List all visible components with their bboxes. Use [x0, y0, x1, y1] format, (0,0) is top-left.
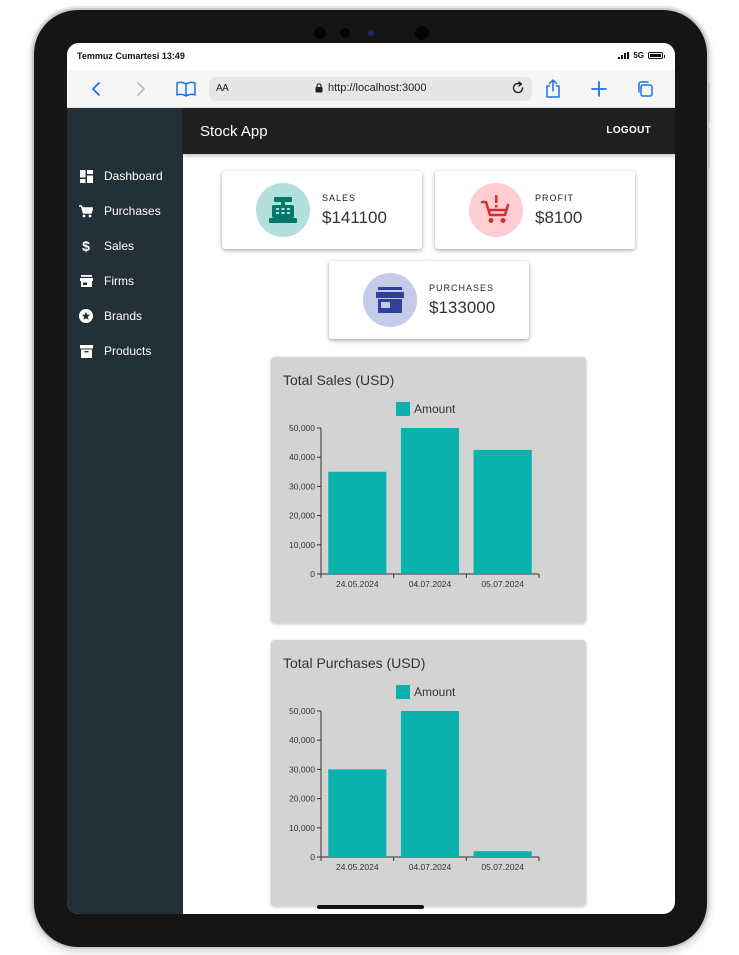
star-badge-icon	[79, 309, 93, 323]
dashboard-icon	[79, 169, 93, 183]
sidebar-item-sales[interactable]: $ Sales	[67, 231, 183, 261]
sales-value: $141100	[322, 208, 387, 227]
cart-icon	[79, 204, 93, 218]
volume-down-button	[707, 128, 710, 168]
chart-title: Total Purchases (USD)	[283, 655, 426, 671]
y-tick-label: 40,000	[289, 735, 315, 745]
bar	[400, 428, 460, 574]
bar	[328, 471, 387, 574]
battery-icon	[648, 52, 665, 59]
sales-label: SALES	[322, 193, 357, 203]
inventory-icon	[79, 344, 93, 358]
new-tab-icon[interactable]	[588, 78, 610, 100]
bar	[328, 769, 387, 857]
signal-icon	[618, 52, 630, 59]
profit-card: PROFIT $8100	[435, 171, 635, 249]
sales-chart-card: Total Sales (USD) Amount 0 10,000 20,000 30,…	[271, 357, 586, 623]
sidebar-item-dashboard[interactable]: Dashboard	[67, 161, 183, 191]
volume-up-button	[707, 82, 710, 122]
x-tick-label: 05.07.2024	[481, 579, 524, 589]
camera-sensor	[314, 27, 326, 39]
x-tick-label: 24.05.2024	[336, 579, 379, 589]
y-tick-label: 40,000	[289, 452, 315, 462]
x-tick-label: 04.07.2024	[409, 579, 452, 589]
sidebar-item-label: Brands	[104, 309, 143, 323]
y-tick-label: 20,000	[289, 794, 315, 804]
status-time: Temmuz Cumartesi 13:49	[77, 51, 185, 61]
chart-title: Total Sales (USD)	[283, 372, 395, 388]
y-tick-label: 10,000	[289, 540, 315, 550]
legend-label: Amount	[414, 402, 456, 416]
purchases-value: $133000	[429, 298, 496, 317]
dollar-icon: $	[82, 238, 90, 254]
logout-button[interactable]: LOGOUT	[606, 125, 651, 136]
profit-value: $8100	[535, 208, 583, 227]
y-tick-label: 50,000	[289, 706, 315, 716]
browser-toolbar: AA http://localhost:3000	[67, 70, 675, 108]
legend-swatch	[396, 685, 410, 699]
store-icon	[79, 274, 93, 288]
sidebar-item-products[interactable]: Products	[67, 336, 183, 366]
legend-swatch	[396, 402, 410, 416]
address-bar[interactable]: AA http://localhost:3000	[209, 77, 532, 101]
legend-label: Amount	[414, 685, 456, 699]
sidebar-item-firms[interactable]: Firms	[67, 266, 183, 296]
sidebar-item-label: Dashboard	[104, 169, 163, 183]
purchases-label: PURCHASES	[429, 283, 495, 293]
bar	[473, 449, 532, 574]
status-indicators: 5G	[618, 51, 665, 60]
y-tick-label: 50,000	[289, 423, 315, 433]
reload-icon[interactable]	[510, 80, 526, 101]
camera-sensor	[340, 28, 350, 38]
sales-bar-chart: Amount 0 10,000 20,000 30,000 40,000 50,000 24.…	[289, 402, 540, 589]
purchases-bar-chart: Amount 0 10,000 20,000 30,000 40,000 50,000 24.…	[289, 685, 540, 872]
x-tick-label: 04.07.2024	[409, 862, 452, 872]
y-tick-label: 0	[310, 852, 315, 862]
cash-register-icon	[256, 183, 310, 237]
tabs-icon[interactable]	[634, 78, 656, 100]
purchases-card: PURCHASES $133000	[329, 261, 529, 339]
y-tick-label: 10,000	[289, 823, 315, 833]
sidebar-item-label: Firms	[104, 274, 134, 288]
network-label: 5G	[633, 51, 644, 60]
forward-icon[interactable]	[130, 78, 152, 100]
x-tick-label: 24.05.2024	[336, 862, 379, 872]
home-indicator	[317, 905, 424, 909]
sidebar-item-label: Sales	[104, 239, 135, 253]
y-tick-label: 30,000	[289, 481, 315, 491]
app-bar: Stock App LOGOUT	[183, 108, 675, 154]
cart-alert-icon	[469, 183, 523, 237]
bar	[473, 851, 532, 857]
camera-lens	[368, 30, 374, 36]
sales-card: SALES $141100	[222, 171, 422, 249]
camera-sensor	[415, 26, 429, 40]
lock-icon	[315, 83, 323, 93]
y-tick-label: 0	[310, 569, 315, 579]
bar	[400, 711, 460, 857]
bookmarks-icon[interactable]	[175, 78, 197, 100]
url-text: http://localhost:3000	[328, 82, 427, 94]
sidebar: Dashboard Purchases $ Sales Firms Brands	[67, 108, 183, 914]
sidebar-item-brands[interactable]: Brands	[67, 301, 183, 331]
screen: Temmuz Cumartesi 13:49 5G AA http://loca…	[67, 43, 675, 914]
sidebar-item-purchases[interactable]: Purchases	[67, 196, 183, 226]
storefront-icon	[363, 273, 417, 327]
sidebar-item-label: Products	[104, 344, 152, 358]
back-icon[interactable]	[85, 78, 107, 100]
profit-label: PROFIT	[535, 193, 574, 203]
x-tick-label: 05.07.2024	[481, 862, 524, 872]
url-display: http://localhost:3000	[315, 82, 426, 94]
y-tick-label: 20,000	[289, 511, 315, 521]
purchases-chart-card: Total Purchases (USD) Amount 0 10,000 20,00…	[271, 640, 586, 906]
share-icon[interactable]	[542, 78, 564, 100]
status-bar: Temmuz Cumartesi 13:49 5G	[67, 43, 675, 70]
reader-aa-button[interactable]: AA	[216, 83, 229, 94]
y-tick-label: 30,000	[289, 764, 315, 774]
app-title: Stock App	[200, 123, 268, 140]
sidebar-item-label: Purchases	[104, 204, 161, 218]
